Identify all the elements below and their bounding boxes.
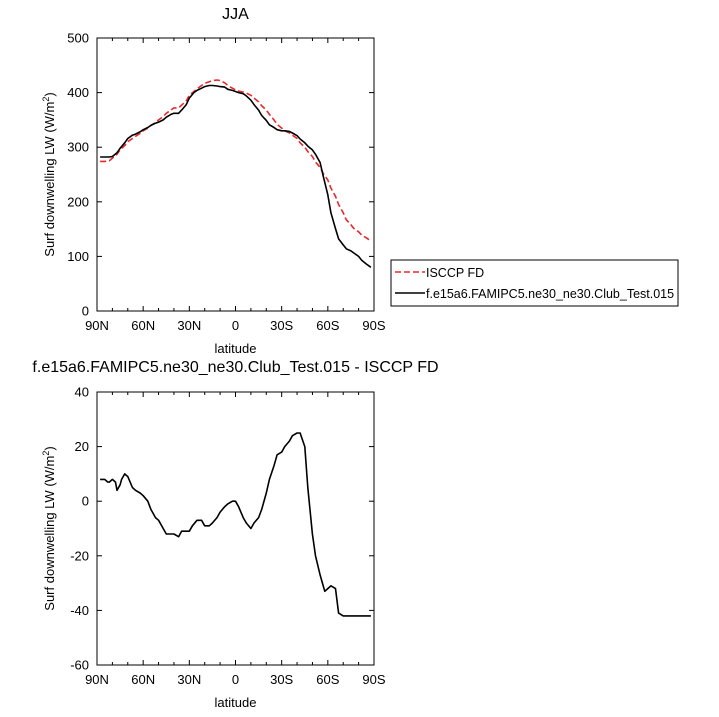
x-tick-label: 60N [131, 672, 155, 687]
y-tick-label: 0 [82, 494, 89, 509]
series-line-1 [100, 79, 372, 242]
x-tick-label: 90S [362, 672, 385, 687]
chart-title: f.e15a6.FAMIPC5.ne30_ne30.Club_Test.015 … [32, 359, 438, 376]
y-tick-label: -40 [70, 603, 89, 618]
chart-panel-1: JJA 90N 60N 30N 0 30S 60S 90S 0 100 200 300 400 500 la… [41, 6, 679, 356]
legend-label: ISCCP FD [426, 266, 484, 280]
y-tick-label: -20 [70, 548, 89, 563]
x-tick-label: 90N [85, 318, 109, 333]
series-line-1 [100, 432, 371, 617]
x-tick-label: 90S [362, 318, 385, 333]
y-tick-label: 20 [75, 439, 89, 454]
x-tick-label: 30N [177, 318, 201, 333]
x-tick-label: 90N [85, 672, 109, 687]
y-axis-label: Surf downwelling LW (W/m2) [41, 446, 57, 610]
y-tick-label: -60 [70, 658, 89, 673]
y-tick-label: 0 [82, 304, 89, 319]
series-line-2 [100, 84, 372, 268]
chart-title: JJA [222, 6, 249, 23]
y-tick-label: 400 [67, 85, 89, 100]
x-tick-label: 60N [131, 318, 155, 333]
y-axis-label: Surf downwelling LW (W/m2) [41, 92, 57, 256]
x-axis-label: latitude [215, 341, 257, 356]
y-tick-label: 200 [67, 194, 89, 209]
y-tick-label: 100 [67, 249, 89, 264]
plot-frame [96, 391, 375, 666]
x-tick-label: 30N [177, 672, 201, 687]
plot-frame [96, 37, 375, 312]
chart-panel-2: f.e15a6.FAMIPC5.ne30_ne30.Club_Test.015 … [32, 359, 438, 710]
legend-box [390, 259, 679, 307]
x-tick-label: 30S [270, 672, 293, 687]
legend-label: f.e15a6.FAMIPC5.ne30_ne30.Club_Test.015 [426, 287, 674, 301]
x-tick-label: 60S [316, 318, 339, 333]
x-tick-label: 0 [232, 672, 239, 687]
x-tick-label: 0 [232, 318, 239, 333]
y-tick-label: 40 [75, 385, 89, 400]
x-axis-label: latitude [215, 695, 257, 710]
y-tick-label: 300 [67, 140, 89, 155]
y-tick-label: 500 [67, 31, 89, 46]
legend: ISCCP FD f.e15a6.FAMIPC5.ne30_ne30.Club_T… [390, 259, 679, 307]
x-tick-label: 30S [270, 318, 293, 333]
x-tick-label: 60S [316, 672, 339, 687]
